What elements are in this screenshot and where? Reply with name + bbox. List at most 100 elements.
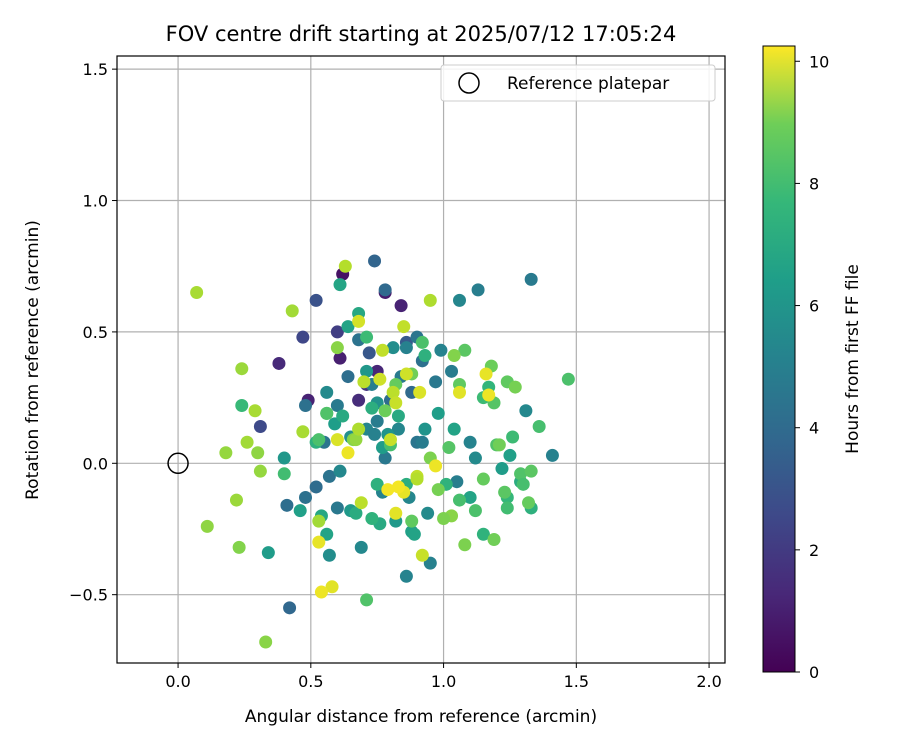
data-point bbox=[333, 464, 347, 478]
data-point bbox=[429, 459, 443, 473]
data-point bbox=[394, 299, 408, 313]
data-point bbox=[336, 409, 350, 423]
x-axis-label: Angular distance from reference (arcmin) bbox=[245, 707, 597, 727]
data-point bbox=[418, 349, 432, 363]
y-tick-label: −0.5 bbox=[69, 586, 108, 605]
data-point bbox=[352, 422, 366, 436]
data-point bbox=[468, 451, 482, 465]
data-point bbox=[352, 314, 366, 328]
data-point bbox=[330, 398, 344, 412]
y-tick-label: 1.5 bbox=[83, 60, 108, 79]
data-point bbox=[362, 346, 376, 360]
data-point bbox=[341, 320, 355, 334]
data-point bbox=[561, 372, 575, 386]
data-point bbox=[450, 475, 464, 489]
data-point bbox=[354, 540, 368, 554]
data-point bbox=[503, 448, 517, 462]
data-point bbox=[354, 496, 368, 510]
data-point bbox=[352, 393, 366, 407]
data-point bbox=[410, 472, 424, 486]
legend-reference-label: Reference platepar bbox=[507, 74, 669, 94]
data-point bbox=[492, 438, 506, 452]
data-point bbox=[259, 635, 273, 649]
data-point bbox=[437, 511, 451, 525]
data-point bbox=[399, 569, 413, 583]
data-point bbox=[285, 304, 299, 318]
data-point bbox=[370, 477, 384, 491]
data-point bbox=[328, 417, 342, 431]
data-point bbox=[320, 385, 334, 399]
colorbar-tick-label: 2 bbox=[809, 541, 819, 560]
data-point bbox=[330, 501, 344, 515]
data-point bbox=[415, 435, 429, 449]
x-tick-label: 0.0 bbox=[165, 672, 190, 691]
data-point bbox=[376, 343, 390, 357]
colorbar: 0 2 4 6 8 10 Hours from first FF file bbox=[762, 45, 863, 682]
data-point bbox=[399, 341, 413, 355]
data-point bbox=[391, 480, 405, 494]
plot-frame bbox=[116, 55, 726, 664]
data-point bbox=[360, 364, 374, 378]
data-point bbox=[283, 601, 297, 615]
data-point bbox=[368, 427, 382, 441]
data-point bbox=[391, 409, 405, 423]
data-point bbox=[330, 433, 344, 447]
data-point bbox=[399, 367, 413, 381]
data-point bbox=[389, 506, 403, 520]
data-point bbox=[280, 498, 294, 512]
data-point bbox=[312, 433, 326, 447]
data-point bbox=[200, 519, 214, 533]
data-point bbox=[378, 451, 392, 465]
reference-marker-layer bbox=[167, 452, 189, 475]
data-point bbox=[389, 396, 403, 410]
data-point bbox=[338, 259, 352, 273]
data-point bbox=[431, 406, 445, 420]
data-point bbox=[479, 367, 493, 381]
data-point bbox=[413, 385, 427, 399]
data-point bbox=[471, 283, 485, 297]
colorbar-ticks: 0 2 4 6 8 10 bbox=[795, 52, 829, 682]
data-point bbox=[545, 448, 559, 462]
legend-reference-marker bbox=[458, 72, 480, 94]
data-point bbox=[476, 472, 490, 486]
data-point bbox=[381, 483, 395, 497]
data-point bbox=[447, 422, 461, 436]
data-point bbox=[506, 430, 520, 444]
data-point bbox=[333, 351, 347, 365]
data-point bbox=[314, 585, 328, 599]
data-point bbox=[253, 420, 267, 434]
colorbar-tick-label: 8 bbox=[809, 174, 819, 193]
x-tick-label: 1.0 bbox=[431, 672, 456, 691]
data-point bbox=[333, 278, 347, 292]
colorbar-tick-label: 10 bbox=[809, 52, 829, 71]
data-point bbox=[299, 398, 313, 412]
data-point bbox=[383, 433, 397, 447]
data-point bbox=[378, 283, 392, 297]
legend: Reference platepar bbox=[440, 64, 716, 102]
data-point bbox=[524, 464, 538, 478]
y-tick-label: 0.5 bbox=[83, 323, 108, 342]
x-tick-label: 1.5 bbox=[564, 672, 589, 691]
reference-platepar-marker bbox=[167, 452, 189, 475]
data-point bbox=[365, 401, 379, 415]
data-point bbox=[349, 506, 363, 520]
data-point bbox=[240, 435, 254, 449]
data-point bbox=[229, 493, 243, 507]
data-point bbox=[463, 490, 477, 504]
data-point bbox=[293, 504, 307, 518]
data-point bbox=[299, 490, 313, 504]
data-point bbox=[248, 404, 262, 418]
data-point bbox=[330, 341, 344, 355]
data-point bbox=[468, 504, 482, 518]
data-point bbox=[429, 375, 443, 389]
x-tick-label: 0.5 bbox=[298, 672, 323, 691]
data-point bbox=[495, 462, 509, 476]
data-point bbox=[434, 343, 448, 357]
data-point bbox=[378, 404, 392, 418]
data-point bbox=[312, 514, 326, 528]
data-point bbox=[357, 375, 371, 389]
data-point bbox=[397, 320, 411, 334]
data-point bbox=[415, 335, 429, 349]
data-point bbox=[272, 356, 286, 370]
